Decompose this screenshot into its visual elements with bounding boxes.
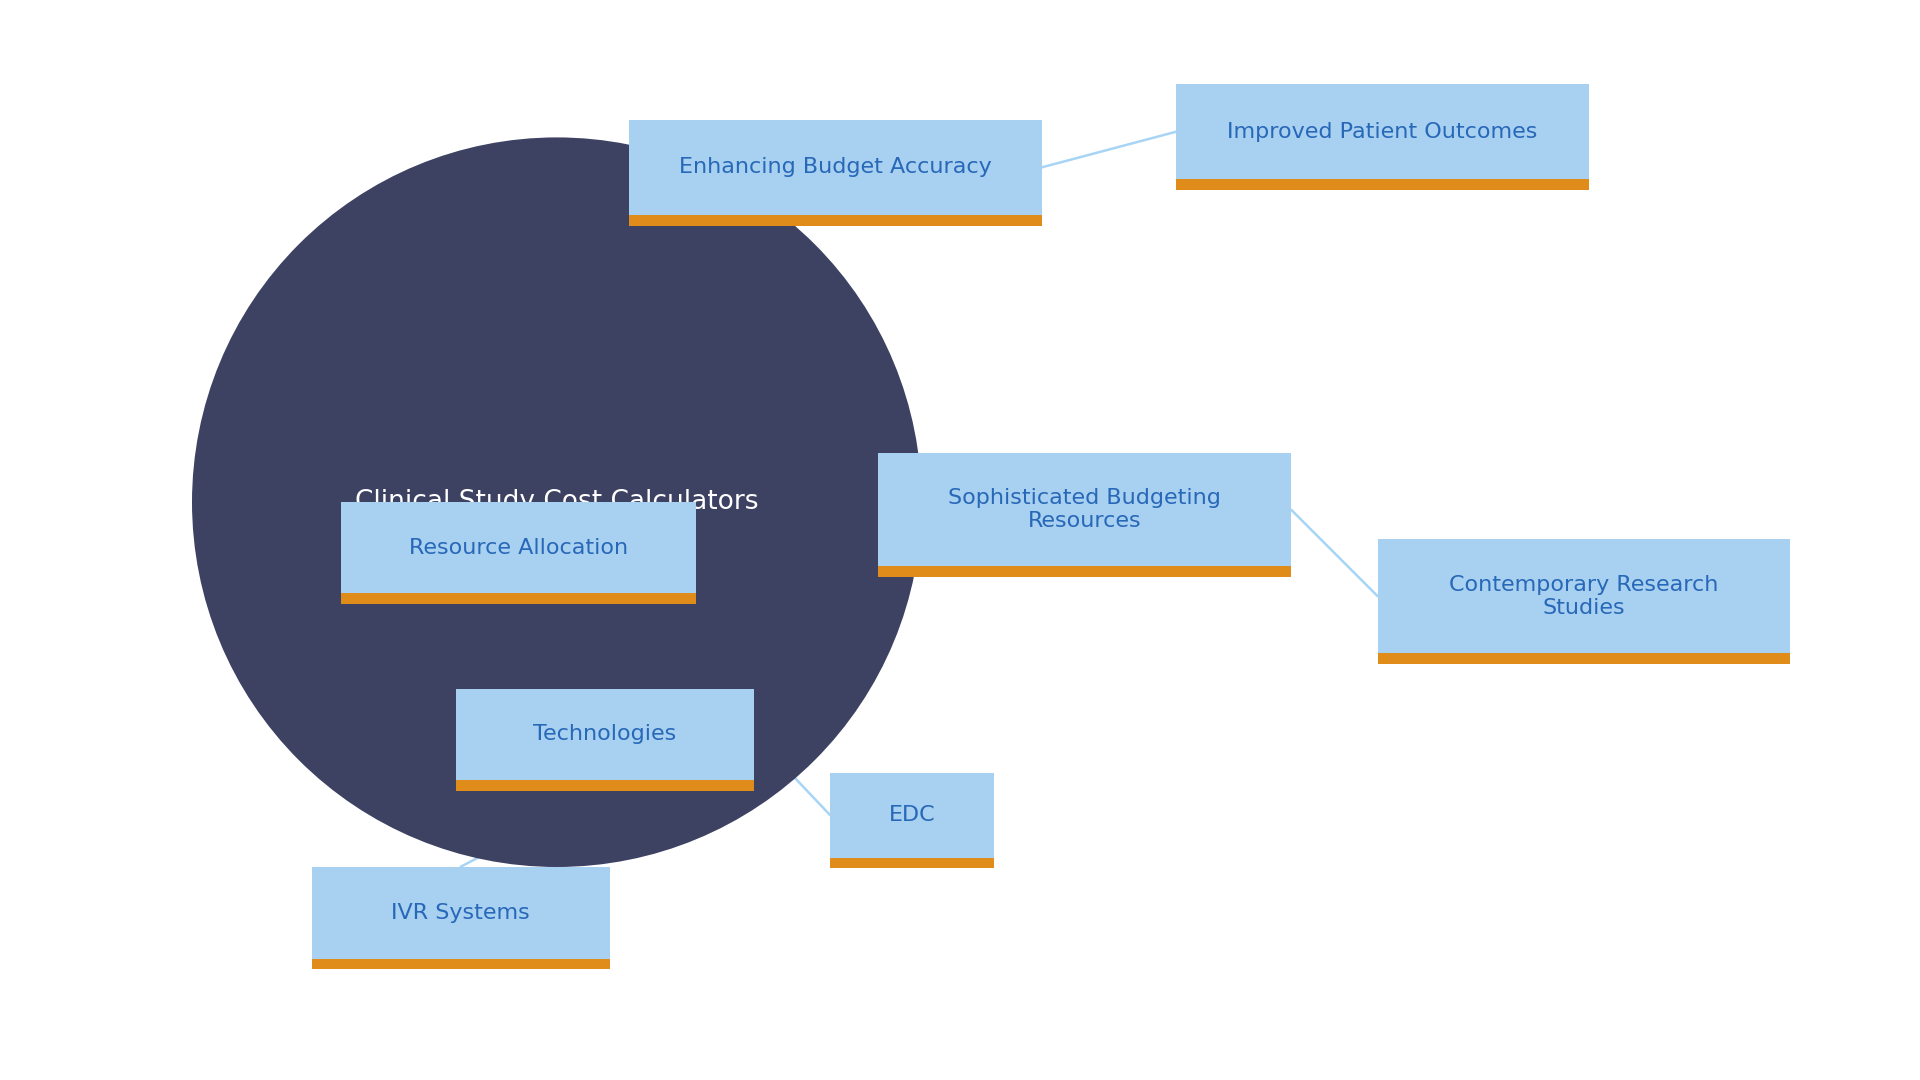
Text: Technologies: Technologies xyxy=(534,725,676,744)
FancyBboxPatch shape xyxy=(829,858,995,868)
FancyBboxPatch shape xyxy=(311,959,611,970)
FancyBboxPatch shape xyxy=(1175,179,1588,190)
Text: Contemporary Research
Studies: Contemporary Research Studies xyxy=(1450,575,1718,618)
Text: IVR Systems: IVR Systems xyxy=(392,903,530,922)
FancyBboxPatch shape xyxy=(877,453,1290,566)
Text: EDC: EDC xyxy=(889,806,935,825)
Text: Enhancing Budget Accuracy: Enhancing Budget Accuracy xyxy=(680,158,991,177)
FancyBboxPatch shape xyxy=(1377,539,1789,652)
Text: Resource Allocation: Resource Allocation xyxy=(409,538,628,557)
Ellipse shape xyxy=(192,137,922,867)
FancyBboxPatch shape xyxy=(311,866,611,959)
FancyBboxPatch shape xyxy=(630,215,1041,226)
Text: Clinical Study Cost Calculators: Clinical Study Cost Calculators xyxy=(355,489,758,515)
FancyBboxPatch shape xyxy=(342,594,697,605)
FancyBboxPatch shape xyxy=(877,566,1290,577)
Text: Improved Patient Outcomes: Improved Patient Outcomes xyxy=(1227,122,1538,141)
FancyBboxPatch shape xyxy=(829,773,995,858)
FancyBboxPatch shape xyxy=(1377,652,1789,663)
Text: Sophisticated Budgeting
Resources: Sophisticated Budgeting Resources xyxy=(948,488,1221,531)
FancyBboxPatch shape xyxy=(457,780,753,791)
FancyBboxPatch shape xyxy=(630,120,1041,215)
FancyBboxPatch shape xyxy=(1175,84,1588,179)
FancyBboxPatch shape xyxy=(457,689,753,780)
FancyBboxPatch shape xyxy=(342,501,697,594)
